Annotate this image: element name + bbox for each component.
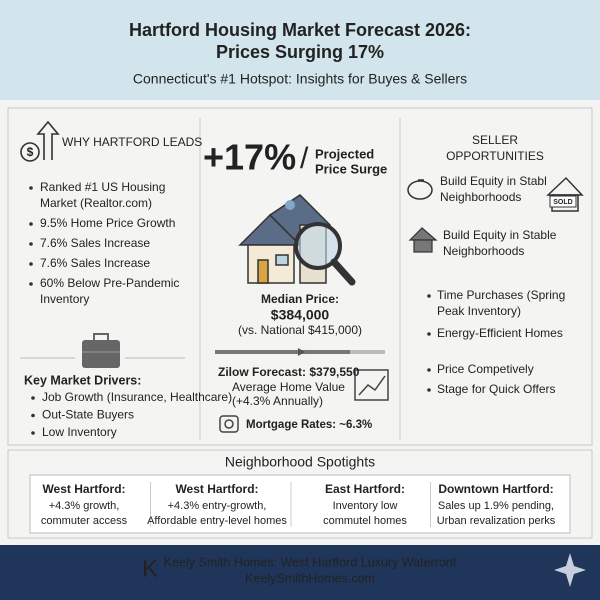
section-heading: Neighborhood Spotights xyxy=(225,454,375,470)
bullet xyxy=(31,396,35,400)
mortgage-rates: Mortgage Rates: ~6.3% xyxy=(246,419,372,431)
zillow-forecast: Zilow Forecast: $379,550 xyxy=(218,365,360,379)
bullet-text: Price Competively xyxy=(437,362,534,376)
sold-text: SOLD xyxy=(553,199,572,206)
bullet-text: 7.6% Sales Increase xyxy=(40,236,150,250)
bullet-text: 9.5% Home Price Growth xyxy=(40,216,175,230)
header-band xyxy=(0,0,600,100)
star-icon xyxy=(554,553,586,587)
feature-text: Neighborhoods xyxy=(443,244,524,258)
headline: +17% xyxy=(203,137,296,178)
bullet xyxy=(29,242,33,246)
neighborhood-table xyxy=(29,474,571,534)
main-frame xyxy=(7,107,593,446)
bullet xyxy=(29,186,33,190)
bullet-text: Job Growth (Insurance, Healthcare) xyxy=(42,390,232,404)
subtitle: Connecticut's #1 Hotspot: Insights for B… xyxy=(133,71,467,87)
camera-icon xyxy=(219,415,239,433)
bullet xyxy=(31,431,35,435)
title: Hartford Housing Market Forecast 2026: xyxy=(129,20,471,40)
headline-caption: Projected xyxy=(315,146,374,161)
house-icon xyxy=(408,227,438,253)
section-heading: SELLER xyxy=(472,133,518,147)
footer-text: KeelySmithHomes.com xyxy=(245,571,375,585)
bullet-text: Peak Inventory) xyxy=(437,304,521,318)
bullet xyxy=(31,413,35,418)
neighborhood-detail: Affordable entry-level homes xyxy=(147,515,287,527)
dollar-sign: $ xyxy=(27,145,34,159)
neighborhood-detail: commutel homes xyxy=(323,515,407,527)
zillow-detail: Average Home Value xyxy=(232,380,345,394)
headline-caption: Price Surge xyxy=(315,161,387,176)
bullet-text: Time Purchases (Spring xyxy=(437,288,565,302)
footer-text: Keely Smith Homes: West Hartford Luxury … xyxy=(164,555,457,569)
title: Prices Surging 17% xyxy=(216,42,384,62)
neighborhood-detail: commuter access xyxy=(41,515,128,527)
bullet-text: Ranked #1 US Housing xyxy=(40,180,165,194)
sold-sign xyxy=(549,195,577,208)
house-illustration xyxy=(238,194,356,286)
neighborhood-detail: Urban revalization perks xyxy=(437,515,556,527)
feature-text: Neighborhoods xyxy=(440,190,521,204)
section-heading: OPPORTUNITIES xyxy=(446,149,544,163)
bullet xyxy=(427,368,431,372)
briefcase-icon xyxy=(82,333,120,368)
neighborhood-name: West Hartford: xyxy=(175,482,258,496)
slash: / xyxy=(300,142,309,175)
neighborhood-detail: Inventory low xyxy=(333,500,398,512)
progress-slider xyxy=(215,348,385,356)
median-label: Median Price: xyxy=(261,292,339,306)
neighborhood-name: East Hartford: xyxy=(325,482,405,496)
feature-text: Build Equity in Stabl xyxy=(440,174,547,188)
zillow-detail: (+4.3% Annually) xyxy=(232,394,323,408)
bullet xyxy=(427,294,431,298)
bullet-text: Inventory xyxy=(40,292,89,306)
neighborhood-detail: +4.3% growth, xyxy=(49,500,120,512)
bullet xyxy=(29,222,33,226)
growth-icon xyxy=(20,120,60,162)
chart-icon xyxy=(354,369,389,401)
median-value: $384,000 xyxy=(271,307,330,323)
bullet-text: Low Inventory xyxy=(42,425,117,439)
neighborhood-name: Downtown Hartford: xyxy=(438,482,553,496)
bullet xyxy=(29,262,33,266)
section-heading: WHY HARTFORD LEADS xyxy=(62,135,202,149)
bullet-text: Energy-Efficient Homes xyxy=(437,326,563,340)
footer-band xyxy=(0,545,600,600)
neighborhood-detail: Sales up 1.9% pending, xyxy=(438,500,554,512)
bullet-text: Market (Realtor.com) xyxy=(40,196,152,210)
neighborhood-name: West Hartford: xyxy=(42,482,125,496)
bullet-text: 7.6% Sales Increase xyxy=(40,256,150,270)
bullet xyxy=(427,332,431,336)
neighborhood-detail: +4.3% entry-growth, xyxy=(168,500,267,512)
bullet xyxy=(427,388,431,392)
piggy-bank-icon xyxy=(407,179,433,200)
national-price: (vs. National $415,000) xyxy=(238,323,362,337)
section-heading: Key Market Drivers: xyxy=(24,373,141,387)
bullet-text: 60% Below Pre-Pandemic xyxy=(40,276,179,290)
logo: K xyxy=(142,555,158,582)
feature-text: Build Equity in Stable xyxy=(443,228,557,242)
bullet xyxy=(29,282,33,286)
bullet-text: Out-State Buyers xyxy=(42,408,134,422)
bullet-text: Stage for Quick Offers xyxy=(437,382,556,396)
